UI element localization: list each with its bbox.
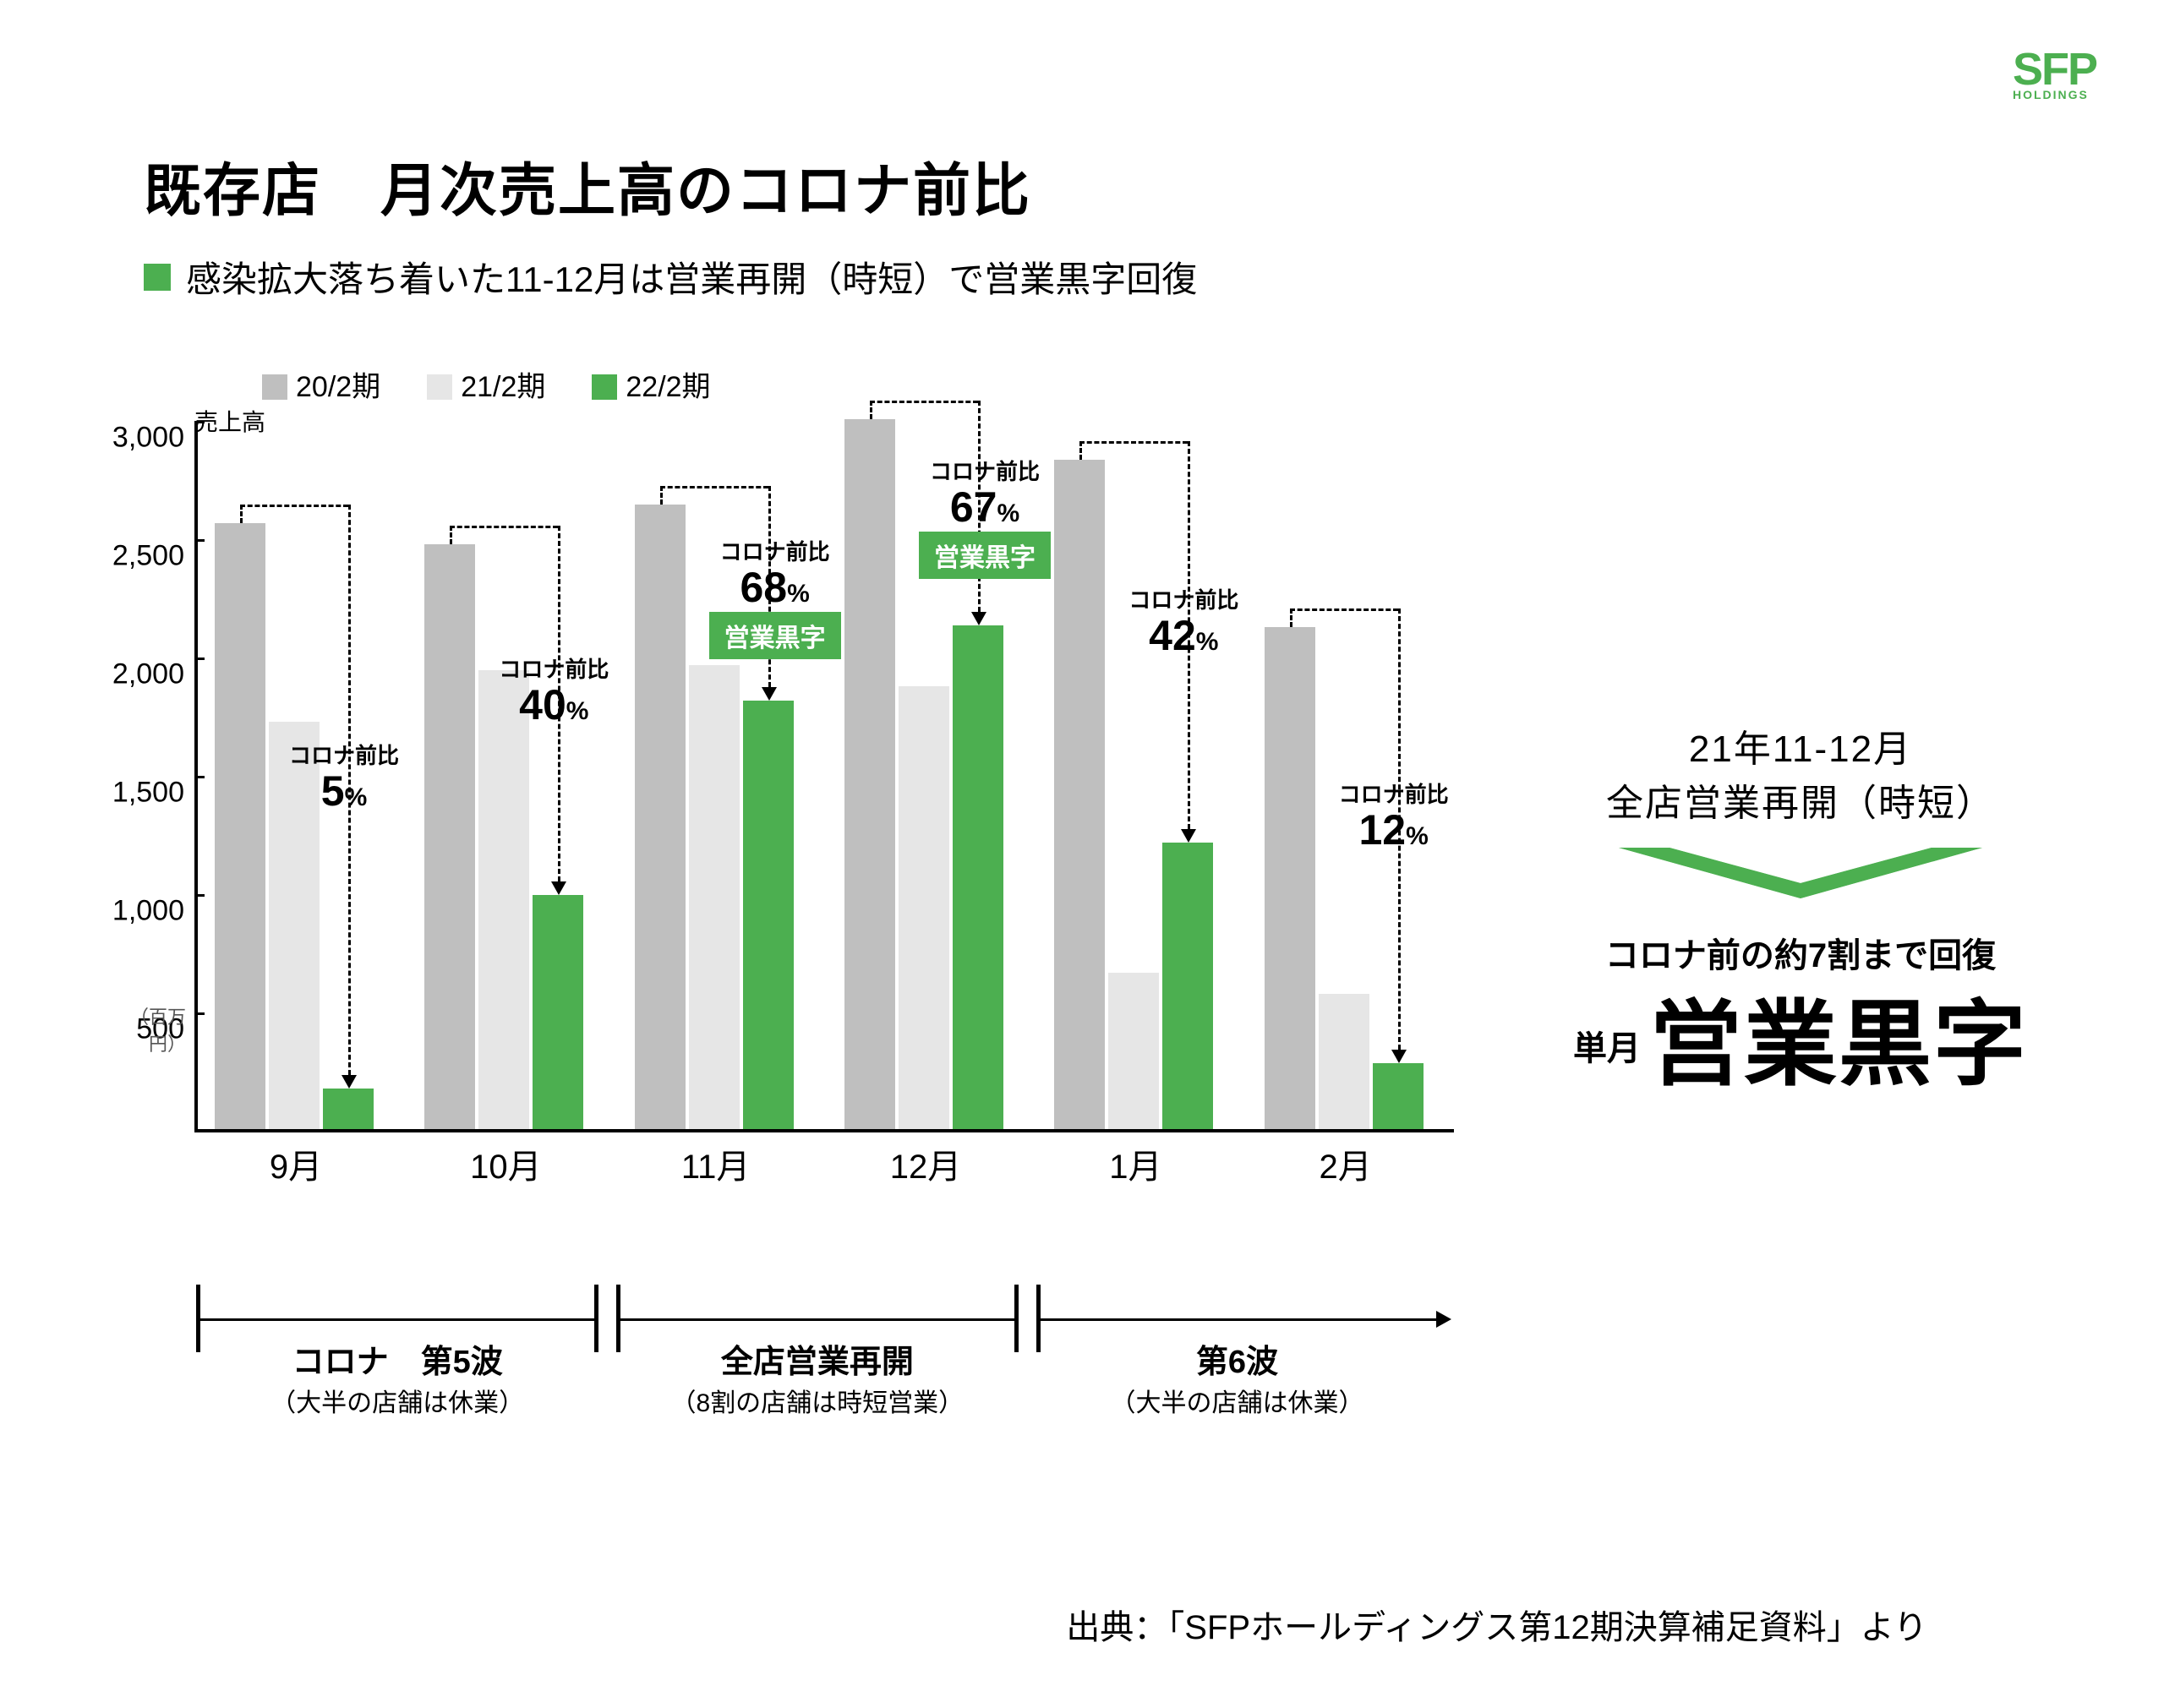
phase-title: 第6波 — [1038, 1335, 1437, 1382]
bar — [899, 686, 949, 1129]
x-tick-label: 11月 — [681, 1139, 751, 1188]
sales-chart: 20/2期21/2期22/2期 売上高 9月コロナ前比5%10月コロナ前比40%… — [110, 363, 1454, 1209]
bar — [1319, 994, 1369, 1129]
title-note-text: 感染拡大落ち着いた11-12月は営業再開（時短）で営業黒字回復 — [186, 251, 1197, 303]
ratio-annotation: コロナ前比5% — [289, 739, 399, 812]
bar — [1265, 627, 1315, 1129]
callout-line-4: 単月営業黒字 — [1496, 969, 2105, 1104]
bar — [953, 625, 1003, 1129]
bar-group: 10月コロナ前比40% — [424, 419, 634, 1129]
logo-main: SFP — [2013, 46, 2096, 92]
phase-subtitle: （大半の店舗は休業） — [1038, 1382, 1437, 1419]
x-tick-label: 2月 — [1320, 1139, 1372, 1188]
y-tick-label: 2,500 — [110, 540, 184, 573]
callout-small: 単月 — [1573, 1030, 1641, 1067]
bar — [844, 419, 895, 1129]
ratio-annotation: コロナ前比67%営業黒字 — [919, 455, 1051, 579]
legend-item: 20/2期 — [262, 363, 380, 405]
legend-swatch — [427, 374, 452, 400]
phase-timeline: コロナ 第5波（大半の店舗は休業）全店営業再開（8割の店舗は時短営業）第6波（大… — [110, 1276, 1454, 1420]
bar — [1108, 973, 1159, 1129]
bar — [533, 895, 583, 1129]
note-swatch — [144, 264, 171, 291]
bar — [424, 544, 475, 1129]
ratio-annotation: コロナ前比42% — [1128, 583, 1238, 657]
ratio-annotation: コロナ前比12% — [1339, 778, 1449, 851]
bar — [743, 701, 794, 1129]
bar-group: 2月コロナ前比12% — [1265, 419, 1474, 1129]
phase-segment: 全店営業再開（8割の店舗は時短営業） — [618, 1276, 1017, 1420]
bar-group: 11月コロナ前比68%営業黒字 — [635, 419, 844, 1129]
bar — [689, 665, 740, 1129]
profit-badge: 営業黒字 — [919, 532, 1051, 579]
x-tick-label: 12月 — [890, 1139, 962, 1188]
bar-group: 12月コロナ前比67%営業黒字 — [844, 419, 1054, 1129]
legend-item: 21/2期 — [427, 363, 545, 405]
phase-segment: 第6波（大半の店舗は休業） — [1038, 1276, 1437, 1420]
source-line: 出典：「SFPホールディングス第12期決算補足資料」より — [1066, 1600, 1927, 1649]
y-tick-label: 1,500 — [110, 777, 184, 810]
legend-item: 22/2期 — [592, 363, 710, 405]
sfp-logo: SFP HOLDINGS — [2013, 46, 2096, 101]
bar — [323, 1089, 374, 1129]
callout-line-1b: 全店営業再開（時短） — [1496, 772, 2105, 827]
bar — [1373, 1063, 1424, 1129]
bar-group: 1月コロナ前比42% — [1054, 419, 1264, 1129]
y-tick-label: 2,000 — [110, 658, 184, 691]
legend-swatch — [592, 374, 617, 400]
y-unit: （百万円） — [110, 1002, 186, 1056]
bar — [215, 523, 265, 1129]
phase-subtitle: （大半の店舗は休業） — [198, 1382, 597, 1419]
chevron-down-icon — [1496, 848, 2105, 903]
bar — [1054, 460, 1105, 1129]
x-tick-label: 10月 — [470, 1139, 542, 1188]
callout-line-1a: 21年11-12月 — [1496, 718, 2105, 772]
phase-subtitle: （8割の店舗は時短営業） — [618, 1382, 1017, 1419]
profit-badge: 営業黒字 — [709, 612, 841, 659]
page-title: 既存店 月次売上高のコロナ前比 — [144, 144, 1197, 227]
chart-plot: 9月コロナ前比5%10月コロナ前比40%11月コロナ前比68%営業黒字12月コロ… — [194, 423, 1454, 1132]
logo-sub: HOLDINGS — [2013, 89, 2096, 101]
bar — [1162, 843, 1213, 1129]
x-tick-label: 1月 — [1109, 1139, 1161, 1188]
bar — [478, 670, 529, 1129]
callout-big: 営業黒字 — [1649, 993, 2028, 1097]
phase-segment: コロナ 第5波（大半の店舗は休業） — [198, 1276, 597, 1420]
phase-title: コロナ 第5波 — [198, 1335, 597, 1382]
title-note: 感染拡大落ち着いた11-12月は営業再開（時短）で営業黒字回復 — [144, 251, 1197, 303]
y-tick-label: 1,000 — [110, 895, 184, 928]
bar — [635, 505, 686, 1129]
phase-title: 全店営業再開 — [618, 1335, 1017, 1382]
title-block: 既存店 月次売上高のコロナ前比 感染拡大落ち着いた11-12月は営業再開（時短）… — [144, 144, 1197, 303]
ratio-annotation: コロナ前比68%営業黒字 — [709, 535, 841, 659]
chart-legend: 20/2期 21/2期 22/2期 — [262, 363, 711, 405]
bar-group: 9月コロナ前比5% — [215, 419, 424, 1129]
ratio-annotation: コロナ前比40% — [499, 652, 609, 726]
x-tick-label: 9月 — [270, 1139, 322, 1188]
y-tick-label: 3,000 — [110, 422, 184, 455]
callout-box: 21年11-12月 全店営業再開（時短） コロナ前の約7割まで回復 単月営業黒字 — [1496, 718, 2105, 1104]
legend-swatch — [262, 374, 287, 400]
